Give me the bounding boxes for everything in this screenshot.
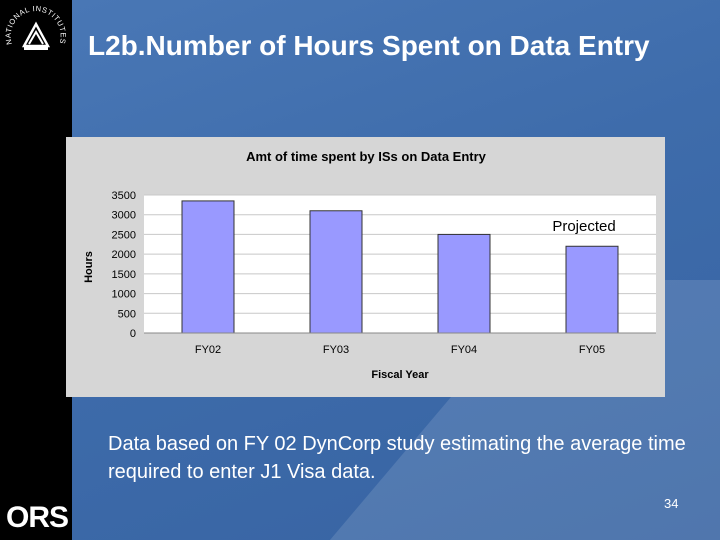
bar-chart: Amt of time spent by ISs on Data Entry H… [83,149,656,381]
y-tick-label: 2000 [112,249,136,261]
chart-title: Amt of time spent by ISs on Data Entry [246,149,487,164]
x-tick-label: FY05 [579,344,605,356]
y-tick-label: 2500 [112,229,136,241]
bar-fy02 [181,200,235,334]
ors-logo: ORS [6,500,69,536]
left-sidebar: NATIONAL INSTITUTES OF HEALTH ORS [0,0,72,540]
x-axis-label: Fiscal Year [371,369,429,381]
x-tick-label: FY02 [195,344,221,356]
y-tick-label: 3500 [112,190,136,202]
ors-logo-text: ORS [6,501,69,534]
bar-fy04 [437,233,491,334]
y-tick-label: 1000 [112,289,136,301]
slide-title: L2b.Number of Hours Spent on Data Entry [88,30,650,61]
page-number: 34 [664,496,679,511]
chart-panel: Amt of time spent by ISs on Data Entry H… [66,137,665,397]
y-tick-label: 500 [118,308,136,320]
nih-logo-icon: NATIONAL INSTITUTES OF HEALTH [2,4,67,50]
bar-fy03 [309,210,363,334]
y-axis-label: Hours [83,251,95,283]
bar-fy05 [565,245,619,334]
plot-area: 0 500 1000 1500 2000 2500 3000 3500 FY02 FY03 FY04… [112,190,656,356]
slide-caption: Data based on FY 02 DynCorp study estima… [108,433,686,483]
y-tick-label: 0 [130,328,136,340]
x-tick-label: FY04 [451,344,477,356]
y-tick-label: 3000 [112,210,136,222]
x-tick-label: FY03 [323,344,349,356]
projected-annotation: Projected [552,218,615,235]
y-tick-label: 1500 [112,269,136,281]
